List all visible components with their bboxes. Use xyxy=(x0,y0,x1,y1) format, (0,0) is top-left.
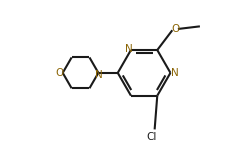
Text: N: N xyxy=(125,44,132,54)
Text: Cl: Cl xyxy=(146,132,156,142)
Text: N: N xyxy=(170,68,178,78)
Text: O: O xyxy=(170,24,178,34)
Text: N: N xyxy=(95,70,102,80)
Text: O: O xyxy=(55,68,63,78)
